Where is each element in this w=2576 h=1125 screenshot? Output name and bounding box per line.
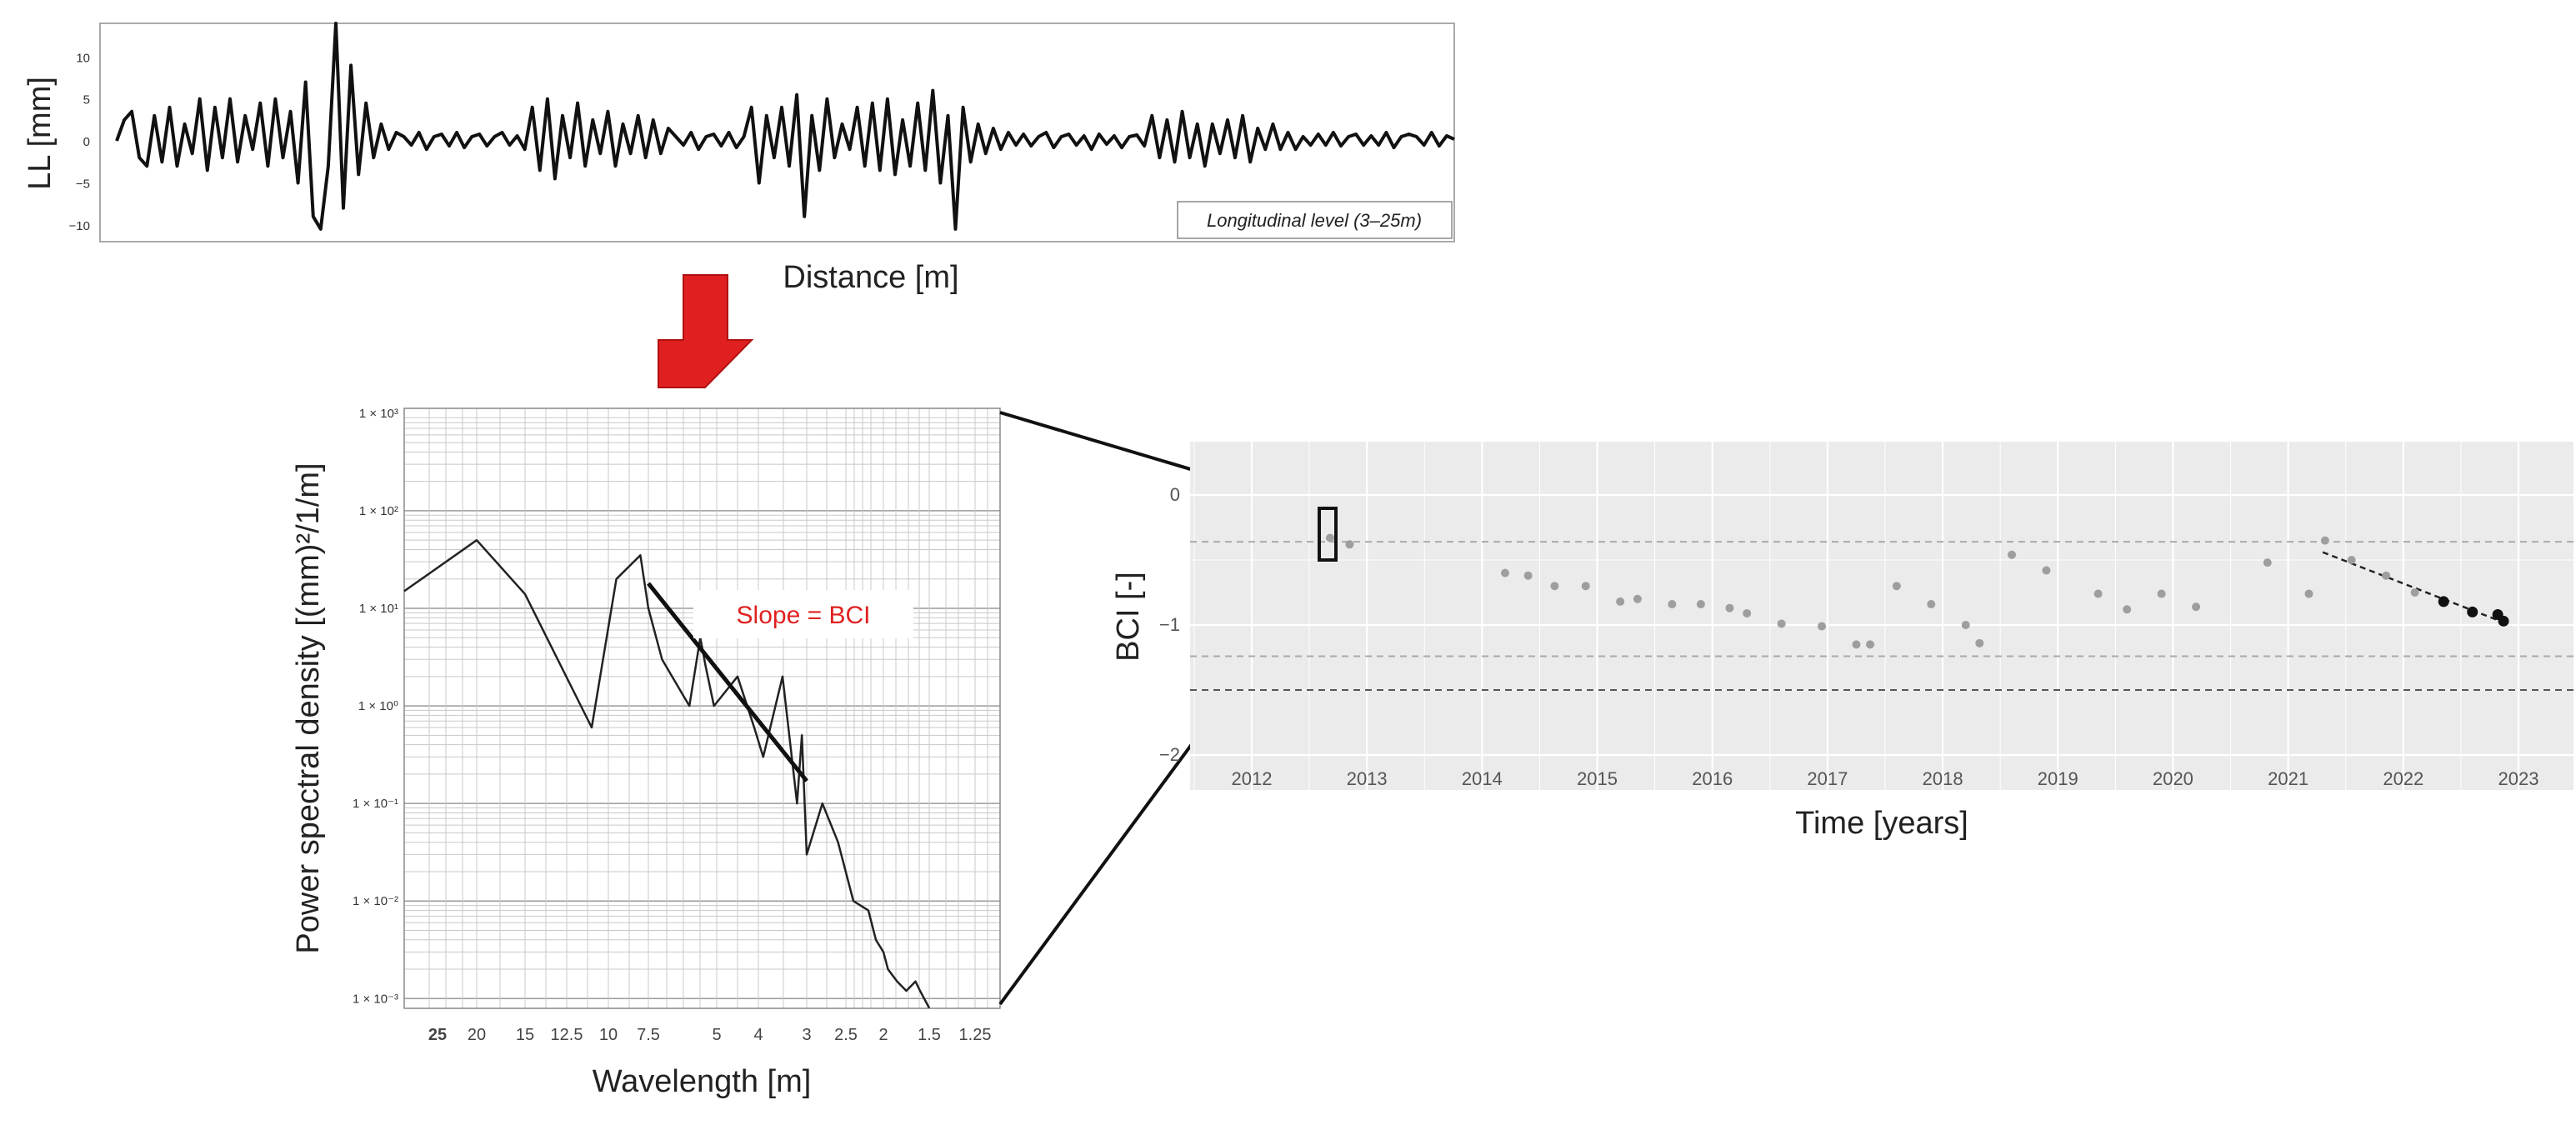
bci-y-axis-title: BCI [-] [1111, 572, 1146, 662]
bci-data-point [1581, 582, 1590, 591]
bci-data-point [1725, 603, 1734, 612]
ll-y-tick-label: −10 [69, 219, 90, 233]
bci-data-point [2347, 556, 2356, 564]
bci-chart: 0 −1 −2 2012 2013 2014 2015 2016 2017 2018 2019 20… [1111, 442, 2573, 841]
bci-x-tick-label: 2019 [2038, 768, 2078, 789]
psd-x-tick-label: 1.25 [959, 1026, 992, 1044]
bci-x-tick-label: 2013 [1347, 768, 1388, 789]
psd-x-tick-label: 5 [712, 1026, 721, 1044]
bci-data-point [1743, 608, 1752, 618]
psd-x-tick-label: 10 [599, 1026, 618, 1044]
bci-x-tick-label: 2020 [2153, 768, 2193, 789]
bci-data-point [1523, 571, 1533, 580]
psd-y-tick-label: 1 × 10¹ [359, 602, 398, 616]
bci-x-tick-label: 2021 [2268, 768, 2308, 789]
bci-data-point [2498, 615, 2509, 627]
ll-annotation: Longitudinal level (3–25m) [1207, 210, 1422, 231]
bci-x-tick-label: 2018 [1923, 768, 1963, 789]
bci-x-tick-label: 2012 [1232, 768, 1273, 789]
psd-x-tick-label: 20 [468, 1026, 486, 1044]
psd-plot-frame [403, 408, 1001, 1009]
bci-data-point [1975, 638, 1984, 648]
bci-data-point [1866, 640, 1875, 649]
ll-annotation-box [1177, 201, 1453, 239]
bci-data-point [1818, 622, 1826, 631]
bci-plot-panel [1190, 442, 2573, 790]
psd-y-tick-label: 1 × 10⁻¹ [353, 797, 398, 811]
bci-data-point [2438, 596, 2449, 608]
psd-y-tick-label: 1 × 10⁻² [353, 894, 398, 908]
bci-data-point [2192, 602, 2201, 612]
bci-x-axis-title: Time [years] [1795, 806, 1968, 841]
slope-label: Slope = BCI [737, 602, 871, 629]
ll-y-axis-title: LL [mm] [23, 77, 58, 190]
psd-x-tick-label: 2.5 [834, 1026, 858, 1044]
ll-signal-chart: 10 5 0 −5 −10 Longitudinal level (3–25m) LL … [23, 22, 1455, 295]
bci-data-point [1852, 640, 1861, 649]
bci-data-point [2263, 558, 2272, 568]
bci-data-point [2042, 566, 2051, 575]
slope-label-box [693, 590, 913, 638]
bci-data-point [1616, 597, 1625, 606]
bci-data-point [2157, 589, 2166, 598]
bci-data-point [1892, 582, 1901, 591]
psd-x-tick-label: 3 [802, 1026, 811, 1044]
psd-y-tick-label: 1 × 10³ [359, 407, 398, 421]
psd-x-tick-label: 7.5 [637, 1026, 660, 1044]
bci-data-point [1325, 533, 1334, 542]
psd-y-tick-label: 1 × 10² [359, 504, 398, 518]
ll-y-tick-label: 0 [83, 135, 90, 149]
bci-data-point [1633, 594, 1642, 603]
bci-y-tick-label: −1 [1159, 614, 1180, 635]
bci-data-point [2093, 589, 2103, 598]
ll-y-tick-label: 10 [76, 51, 90, 65]
psd-y-tick-label: 1 × 10⁰ [358, 699, 398, 713]
ll-y-tick-label: 5 [83, 93, 90, 108]
bci-y-tick-label: 0 [1170, 484, 1180, 505]
bci-x-tick-label: 2015 [1577, 768, 1618, 789]
bci-data-point [2123, 605, 2132, 614]
bci-data-point [1927, 600, 1936, 609]
bci-x-tick-label: 2017 [1807, 768, 1848, 789]
psd-plot-area [404, 408, 1000, 1008]
bci-data-point [2382, 571, 2391, 580]
ll-y-tick-label: −5 [76, 177, 90, 191]
psd-x-tick-label: 15 [516, 1026, 534, 1044]
bci-data-point [2304, 589, 2313, 598]
bci-x-tick-label: 2023 [2498, 768, 2539, 789]
psd-x-tick-label: 4 [753, 1026, 763, 1044]
bci-x-tick-label: 2022 [2383, 768, 2423, 789]
psd-y-axis-title: Power spectral density [(mm)²/1/m] [291, 462, 326, 953]
bci-data-point [1668, 600, 1677, 609]
psd-series-line [403, 538, 931, 1009]
ll-x-axis-title: Distance [m] [783, 260, 958, 295]
bci-data-point [2410, 588, 2419, 597]
bci-data-point [1345, 540, 1354, 549]
psd-x-tick-label: 2 [878, 1026, 888, 1044]
bci-data-point [1550, 582, 1559, 591]
psd-x-tick-label: 12.5 [551, 1026, 583, 1044]
bci-x-tick-label: 2014 [1462, 768, 1503, 789]
psd-x-tick-label: 1.5 [918, 1026, 941, 1044]
ll-series-line [115, 22, 1455, 231]
bci-data-point [2467, 606, 2478, 618]
psd-chart: 1 × 10³ 1 × 10² 1 × 10¹ 1 × 10⁰ 1 × 10⁻¹ 1 × … [291, 407, 1001, 1099]
bci-y-tick-label: −2 [1159, 744, 1180, 765]
psd-x-axis-title: Wavelength [m] [593, 1064, 812, 1099]
bci-data-point [1696, 600, 1705, 609]
psd-y-tick-label: 1 × 10⁻³ [353, 992, 398, 1006]
zoom-highlight-box [1318, 507, 1338, 562]
down-arrow-icon [658, 274, 754, 388]
bci-data-point [2320, 536, 2329, 545]
bci-data-point [1501, 568, 1509, 578]
bci-x-tick-label: 2016 [1692, 768, 1733, 789]
psd-slope-line [647, 582, 808, 782]
bci-data-point [1777, 619, 1786, 628]
psd-x-tick-label: 25 [428, 1026, 447, 1044]
bci-data-point [1961, 621, 1970, 629]
bci-data-point [2008, 550, 2016, 559]
